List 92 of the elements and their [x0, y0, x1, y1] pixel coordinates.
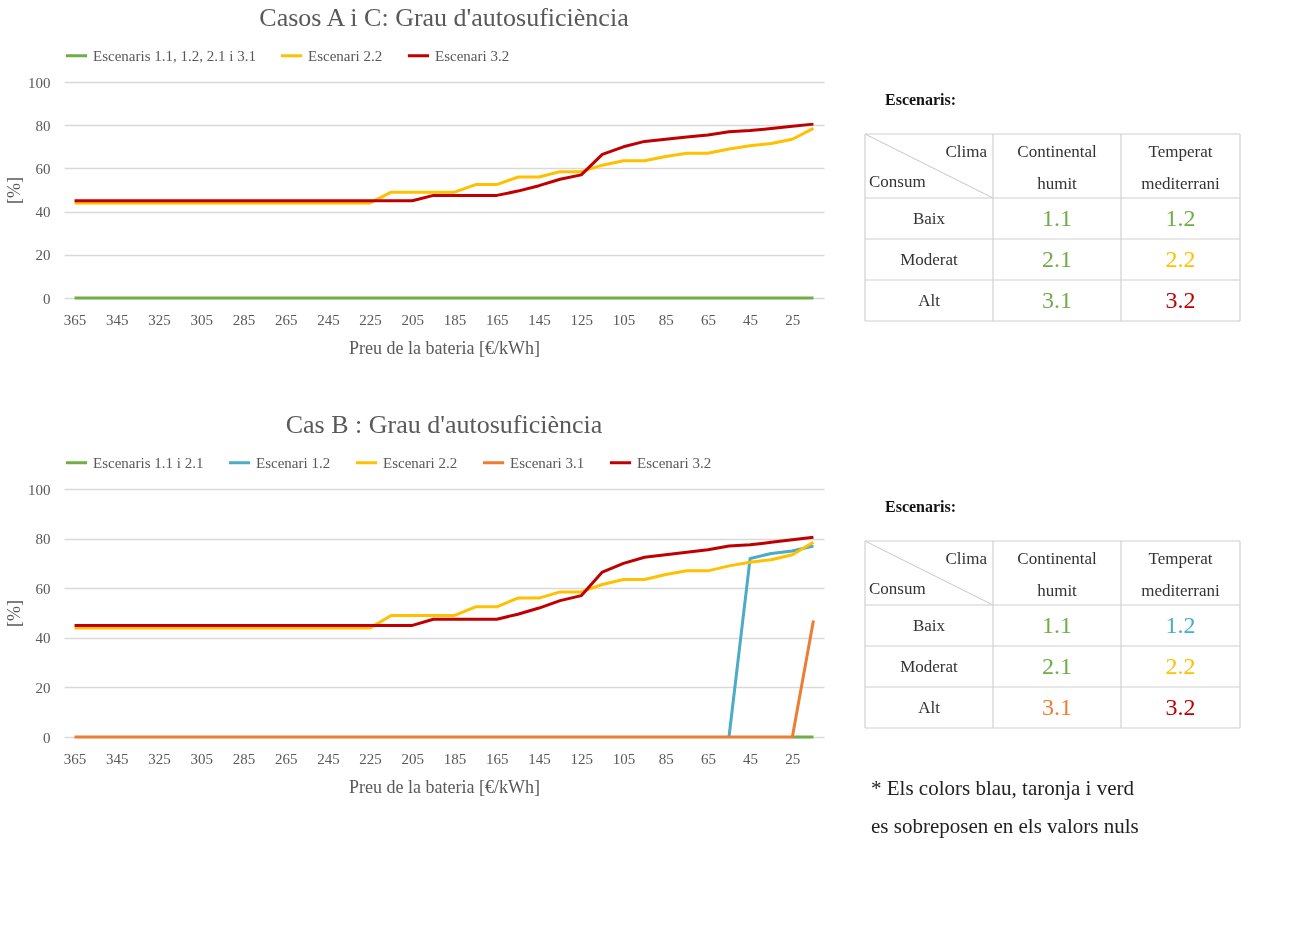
text: 1.1	[1042, 611, 1072, 638]
x-tick-label: 85	[658, 750, 674, 767]
x-axis-title: Preu de la bateria [€/kWh]	[349, 776, 540, 797]
x-tick-label: 145	[528, 750, 551, 767]
x-tick-label: 285	[232, 311, 256, 328]
text: 2.2	[1165, 652, 1196, 679]
x-tick-label: 125	[570, 311, 593, 328]
x-tick-label: 245	[317, 311, 340, 328]
text: 3.1	[1042, 693, 1072, 720]
category-label: Alt	[918, 290, 940, 310]
text: Escenaris:	[885, 498, 957, 515]
y-tick-label: 40	[35, 204, 51, 221]
x-tick-label: 45	[743, 311, 759, 328]
text: Consum	[869, 172, 926, 191]
text: Clima	[945, 142, 988, 161]
text: Escenaris:	[885, 91, 957, 108]
y-tick-label: 0	[43, 729, 51, 746]
y-tick-label: 20	[35, 247, 51, 264]
x-tick-label: 305	[190, 750, 213, 767]
x-tick-label: 325	[148, 750, 171, 767]
y-tick-label: 80	[35, 117, 51, 134]
x-tick-label: 65	[700, 750, 716, 767]
category-label: Moderat	[900, 656, 958, 676]
text: 1.2	[1165, 611, 1196, 638]
y-tick-label: 0	[43, 290, 51, 307]
x-tick-label: 65	[700, 311, 716, 328]
legend-label: Escenaris 1.1, 1.2, 2.1 i 3.1	[93, 47, 256, 64]
category-label: Alt	[918, 697, 940, 717]
x-tick-label: 25	[785, 750, 801, 767]
category-label: Continental humit	[1017, 549, 1097, 600]
category-label: Baix	[912, 615, 946, 635]
x-tick-label: 205	[401, 311, 425, 328]
x-tick-label: 305	[190, 311, 213, 328]
text: * Els colors blau, taronja i verd es sobreposen en els valors nuls	[871, 776, 1139, 838]
y-tick-label: 60	[35, 580, 51, 597]
category-label: Temperat mediterrani	[1141, 142, 1220, 193]
x-tick-label: 125	[570, 750, 593, 767]
chart-title: Casos A i C: Grau d'autosuficiència	[259, 3, 630, 32]
y-tick-label: 100	[28, 481, 51, 498]
text: 3.1	[1042, 286, 1072, 313]
text: 2.2	[1165, 245, 1196, 272]
x-tick-label: 265	[274, 750, 298, 767]
text: Clima	[945, 549, 988, 568]
x-tick-label: 85	[658, 311, 674, 328]
x-axis-title: Preu de la bateria [€/kWh]	[349, 337, 540, 358]
x-tick-label: 245	[317, 750, 340, 767]
category-label: Baix	[912, 208, 946, 228]
x-tick-label: 345	[106, 311, 129, 328]
chart-title: Cas B : Grau d'autosuficiència	[285, 410, 603, 439]
legend-label: Escenari 3.2	[637, 454, 712, 471]
x-tick-label: 365	[63, 311, 87, 328]
legend-label: Escenari 2.2	[383, 454, 458, 471]
legend-label: Escenaris 1.1 i 2.1	[93, 454, 204, 471]
x-tick-label: 225	[359, 750, 382, 767]
x-tick-label: 185	[443, 750, 467, 767]
y-tick-label: 20	[35, 679, 51, 696]
text: Consum	[869, 579, 926, 598]
x-tick-label: 265	[274, 311, 298, 328]
text: 2.1	[1042, 245, 1072, 272]
x-tick-label: 165	[486, 750, 509, 767]
text: 3.2	[1165, 286, 1196, 313]
y-tick-label: 80	[35, 531, 51, 548]
x-tick-label: 325	[148, 311, 171, 328]
x-tick-label: 205	[401, 750, 425, 767]
text: 1.1	[1042, 204, 1072, 231]
x-tick-label: 105	[612, 750, 636, 767]
x-tick-label: 145	[528, 311, 551, 328]
category-label: Continental humit	[1017, 142, 1097, 193]
x-tick-label: 25	[785, 311, 801, 328]
y-tick-label: 100	[28, 74, 51, 91]
x-tick-label: 225	[359, 311, 382, 328]
category-label: Temperat mediterrani	[1141, 549, 1220, 600]
y-axis-title: [%]	[4, 177, 24, 204]
legend-label: Escenari 1.2	[256, 454, 331, 471]
text: 1.2	[1165, 204, 1196, 231]
legend-label: Escenari 3.2	[435, 47, 510, 64]
line-series	[727, 544, 815, 739]
text: 3.2	[1165, 693, 1196, 720]
text: 2.1	[1042, 652, 1072, 679]
y-axis-title: [%]	[4, 600, 24, 627]
x-tick-label: 165	[486, 311, 509, 328]
category-label: Moderat	[900, 249, 958, 269]
legend-label: Escenari 2.2	[308, 47, 383, 64]
x-tick-label: 45	[743, 750, 759, 767]
x-tick-label: 345	[106, 750, 129, 767]
y-tick-label: 60	[35, 160, 51, 177]
x-tick-label: 285	[232, 750, 256, 767]
x-tick-label: 365	[63, 750, 87, 767]
x-tick-label: 105	[612, 311, 636, 328]
x-tick-label: 185	[443, 311, 467, 328]
legend-label: Escenari 3.1	[510, 454, 585, 471]
y-tick-label: 40	[35, 630, 51, 647]
